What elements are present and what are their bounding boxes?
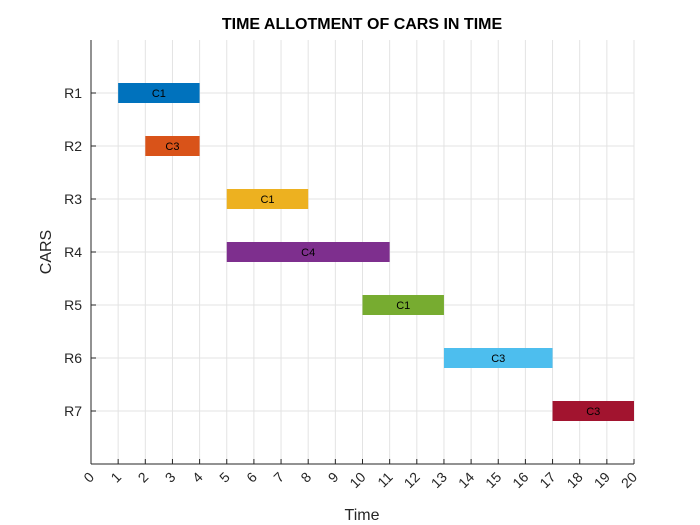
gantt-bar <box>118 83 200 103</box>
y-tick-label: R7 <box>64 403 82 419</box>
y-tick-label: R2 <box>64 138 82 154</box>
x-tick-label: 15 <box>482 469 504 491</box>
axes: 0 1 2 3 4 5 6 7 8 9 10 11 12 13 14 15 16 17 18 19 20R1R2R3R4… <box>64 40 640 491</box>
bar-label: C3 <box>491 353 505 365</box>
y-tick-label: R6 <box>64 350 82 366</box>
bars: C1 C3 C1 C4 C1 C3 C3 <box>118 83 634 421</box>
x-tick-label: 4 <box>189 469 206 486</box>
x-axis-label: Time <box>345 507 380 524</box>
x-tick-label: 8 <box>297 469 314 486</box>
bar-label: C1 <box>260 194 274 206</box>
bar-label: C3 <box>165 141 179 153</box>
x-tick-label: 17 <box>536 469 558 491</box>
x-tick-label: 2 <box>135 469 152 486</box>
x-tick-label: 11 <box>374 469 396 491</box>
x-tick-label: 16 <box>509 469 531 491</box>
x-tick-label: 19 <box>591 469 613 491</box>
x-tick-label: 6 <box>243 469 260 486</box>
x-tick-label: 18 <box>563 469 585 491</box>
x-tick-label: 10 <box>346 469 368 491</box>
x-tick-label: 20 <box>618 469 640 491</box>
x-tick-label: 14 <box>455 469 477 491</box>
bar-label: C4 <box>301 247 315 259</box>
gantt-bar <box>443 348 553 368</box>
bar-label: C1 <box>152 88 166 100</box>
bar-label: C3 <box>586 406 600 418</box>
y-tick-label: R4 <box>64 244 82 260</box>
gantt-bar <box>226 242 390 262</box>
bar-label: C1 <box>396 300 410 312</box>
chart-title: TIME ALLOTMENT OF CARS IN TIME <box>222 16 503 33</box>
x-tick-label: 13 <box>428 469 450 491</box>
gantt-bar <box>552 401 634 421</box>
x-tick-label: 7 <box>270 469 287 486</box>
gantt-bar <box>226 189 309 209</box>
x-tick-label: 3 <box>162 469 179 486</box>
y-axis-label: CARS <box>38 230 55 274</box>
x-tick-label: 9 <box>325 469 342 486</box>
y-tick-label: R5 <box>64 297 82 313</box>
x-tick-label: 0 <box>80 469 97 486</box>
y-tick-label: R3 <box>64 191 82 207</box>
y-tick-label: R1 <box>64 85 82 101</box>
x-tick-label: 1 <box>107 469 124 486</box>
x-tick-label: 5 <box>216 469 233 486</box>
gantt-bar <box>145 136 200 156</box>
x-tick-label: 12 <box>401 469 423 491</box>
gantt-bar <box>362 295 444 315</box>
